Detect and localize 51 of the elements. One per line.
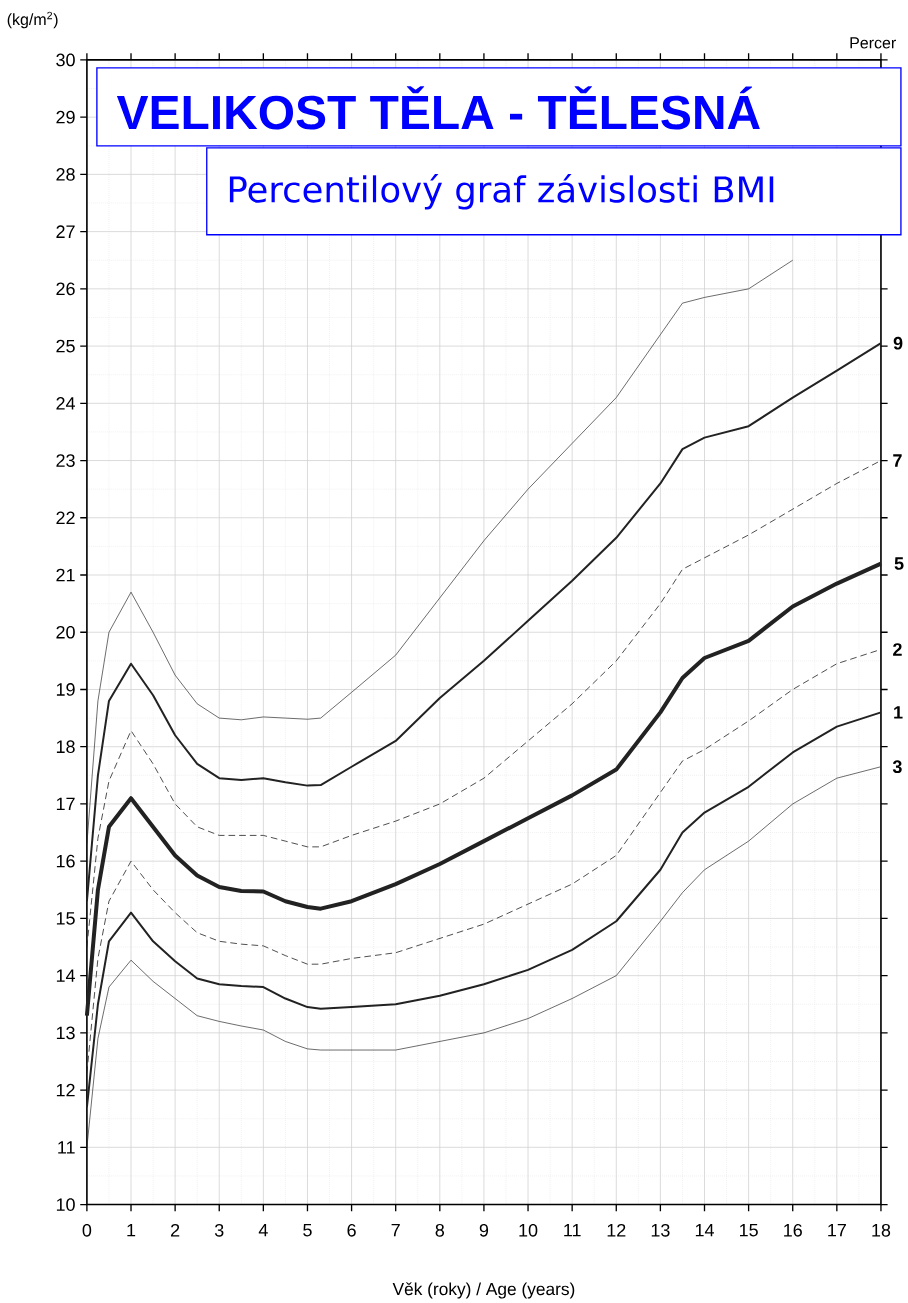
y-tick-label: 23 [56, 454, 75, 467]
y-tick-label: 28 [56, 168, 75, 181]
y-tick-label: 12 [56, 1083, 75, 1097]
x-tick-label: 3 [214, 1223, 224, 1237]
y-tick-label: 22 [56, 511, 75, 525]
series-label: 9 [893, 336, 903, 350]
y-tick-label: 25 [56, 339, 75, 353]
x-tick-label: 2 [170, 1223, 179, 1237]
x-tick-label: 14 [695, 1223, 714, 1237]
series-label: 1 [893, 706, 903, 719]
y-tick-label: 14 [56, 969, 75, 982]
chart-title: VELIKOST TĚLA - TĚLESNÁ [116, 86, 760, 130]
y-axis-title: (kg/m$^{2}$) [7, 11, 58, 29]
y-tick-label: 18 [56, 740, 75, 754]
x-tick-label: 12 [607, 1223, 626, 1237]
y-tick-label: 20 [56, 625, 75, 639]
y-tick-label: 27 [56, 225, 75, 238]
x-axis-title: Věk (roky) / Age (years) [392, 1282, 575, 1299]
series-label: 5 [894, 557, 904, 570]
x-tick-label: 6 [347, 1223, 356, 1237]
y-tick-label: 26 [56, 282, 75, 296]
text: Percer [850, 37, 896, 49]
x-tick-label: 11 [563, 1223, 581, 1237]
y-tick-label: 30 [55, 53, 75, 67]
y-tick-label: 21 [56, 568, 75, 582]
x-tick-label: 15 [739, 1223, 758, 1237]
y-tick-label: 10 [56, 1198, 75, 1211]
x-tick-label: 17 [827, 1223, 846, 1237]
x-tick-label: 4 [258, 1223, 268, 1237]
y-tick-label: 15 [56, 912, 75, 925]
y-tick-label: 13 [56, 1026, 75, 1040]
x-tick-label: 8 [435, 1223, 444, 1237]
y-tick-label: 29 [56, 110, 75, 124]
x-tick-label: 9 [479, 1223, 488, 1237]
x-tick-label: 1 [127, 1223, 135, 1237]
series-label: 3 [892, 760, 902, 774]
x-tick-label: 5 [302, 1223, 312, 1237]
text: Percentilový graf závislosti BMI [229, 173, 773, 210]
y-tick-label: 16 [56, 854, 75, 868]
y-tick-label: 19 [56, 683, 75, 696]
x-tick-label: 13 [651, 1223, 670, 1237]
x-tick-label: 7 [391, 1223, 400, 1237]
x-tick-label: 18 [872, 1223, 890, 1237]
x-tick-label: 0 [82, 1223, 91, 1237]
series-label: 7 [892, 454, 902, 467]
x-tick-label: 16 [783, 1223, 802, 1237]
x-tick-label: 10 [519, 1223, 538, 1237]
series-label: 2 [892, 643, 902, 656]
y-tick-label: 17 [56, 797, 75, 811]
y-tick-label: 11 [58, 1141, 75, 1154]
y-tick-label: 24 [56, 397, 75, 410]
